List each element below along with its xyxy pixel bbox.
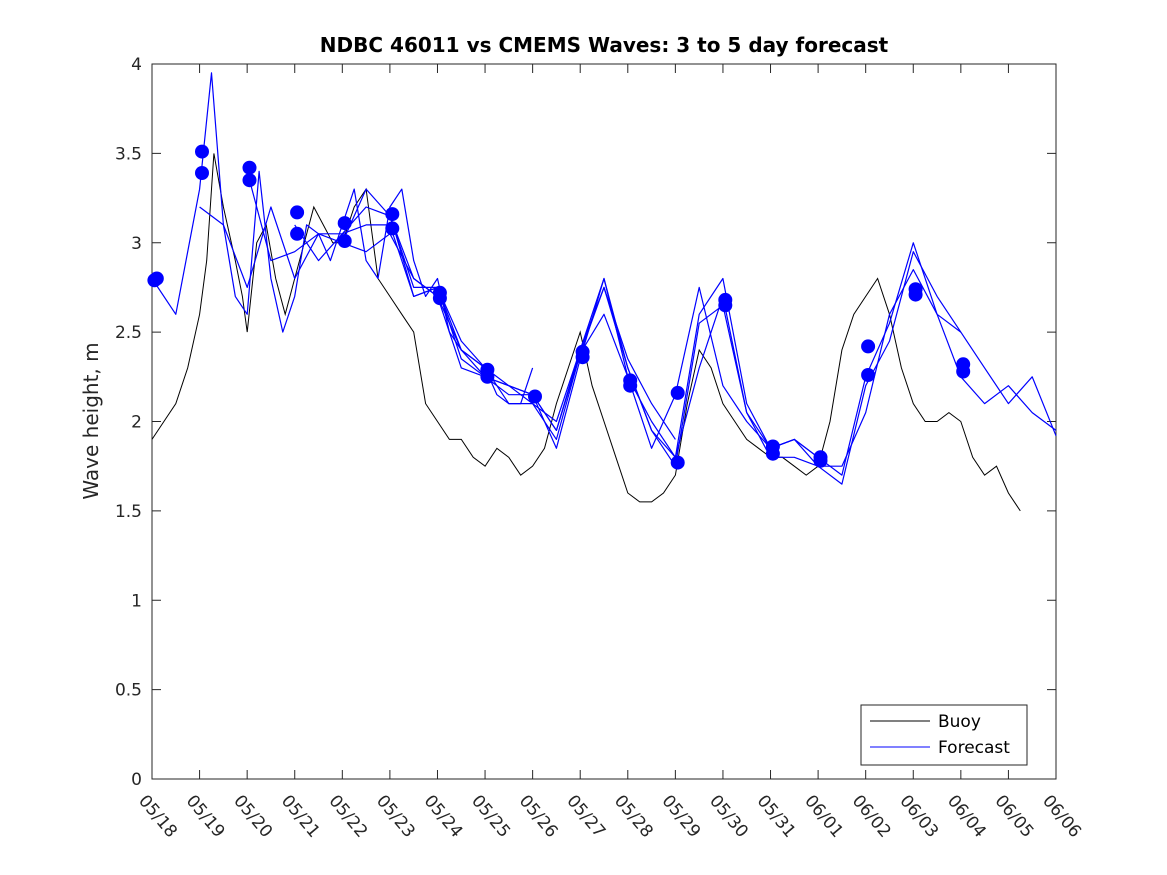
x-tick-label: 06/02 [848, 791, 895, 841]
forecast-marker [480, 369, 495, 384]
x-tick-label: 05/19 [182, 791, 229, 841]
forecast-marker [290, 205, 305, 220]
forecast-marker [861, 368, 876, 382]
x-tick-labels: 05/18 05/19 05/20 05/21 05/22 05/23 05/24 05/25… [134, 791, 1085, 841]
y-tick-label: 1 [131, 591, 142, 611]
axis-ticks [151, 63, 1057, 780]
x-tick-label: 05/27 [562, 791, 609, 841]
forecast-marker [195, 166, 209, 180]
x-tick-label: 05/21 [277, 791, 324, 841]
x-tick-label: 05/18 [134, 791, 181, 841]
forecast-line [389, 213, 1057, 476]
y-tick-label: 0.5 [115, 681, 142, 701]
forecast-marker [337, 216, 352, 231]
forecast-marker [290, 226, 305, 241]
y-tick-label: 3.5 [115, 144, 142, 164]
y-tick-labels: 0 0.5 1 1.5 2 2.5 3 3.5 4 [115, 55, 142, 790]
x-tick-label: 05/31 [753, 791, 800, 841]
y-tick-label: 4 [131, 55, 142, 75]
x-tick-label: 05/22 [324, 791, 371, 841]
y-tick-label: 2 [131, 413, 142, 433]
forecast-marker [956, 364, 971, 379]
x-tick-label: 05/29 [658, 791, 705, 841]
legend-forecast-label: Forecast [938, 738, 1010, 758]
forecast-line [342, 233, 1057, 485]
forecast-marker [195, 144, 209, 159]
forecast-marker [385, 207, 400, 222]
forecast-marker [385, 221, 400, 236]
x-tick-label: 05/20 [229, 791, 276, 841]
x-tick-label: 06/05 [991, 791, 1038, 841]
y-tick-label: 3 [131, 234, 142, 254]
y-axis-label: Wave height, m [79, 342, 103, 499]
forecast-marker [765, 446, 780, 461]
legend-buoy-label: Buoy [938, 712, 981, 732]
x-tick-label: 06/06 [1038, 791, 1085, 841]
forecast-marker [337, 234, 352, 248]
chart-title: NDBC 46011 vs CMEMS Waves: 3 to 5 day fo… [320, 33, 889, 57]
y-tick-label: 0 [131, 770, 142, 790]
x-tick-label: 06/04 [943, 791, 990, 841]
forecast-markers [147, 144, 971, 470]
forecast-marker [813, 453, 828, 468]
x-tick-label: 05/23 [372, 791, 419, 841]
forecast-marker [432, 291, 447, 306]
x-tick-label: 06/03 [895, 791, 942, 841]
legend: Buoy Forecast [860, 704, 1028, 766]
x-tick-label: 05/30 [705, 791, 752, 841]
x-tick-label: 05/28 [610, 791, 657, 841]
buoy-series [151, 153, 1021, 512]
forecast-marker [242, 173, 257, 188]
x-tick-label: 05/24 [420, 791, 467, 841]
x-tick-label: 06/01 [800, 791, 847, 841]
y-tick-label: 1.5 [115, 502, 142, 522]
forecast-marker [861, 339, 876, 354]
x-tick-label: 05/25 [467, 791, 514, 841]
forecast-marker [242, 160, 257, 175]
forecast-marker [623, 378, 638, 393]
forecast-marker [908, 287, 923, 302]
forecast-marker [718, 298, 733, 313]
x-tick-label: 05/26 [515, 791, 562, 841]
forecast-marker [670, 385, 685, 400]
plot-area [147, 63, 1057, 780]
legend-box [860, 704, 1028, 766]
forecast-marker [575, 350, 590, 365]
buoy-line [151, 153, 1021, 512]
forecast-marker [528, 389, 542, 404]
forecast-marker [149, 271, 164, 286]
y-tick-label: 2.5 [115, 323, 142, 343]
forecast-marker [670, 455, 685, 470]
